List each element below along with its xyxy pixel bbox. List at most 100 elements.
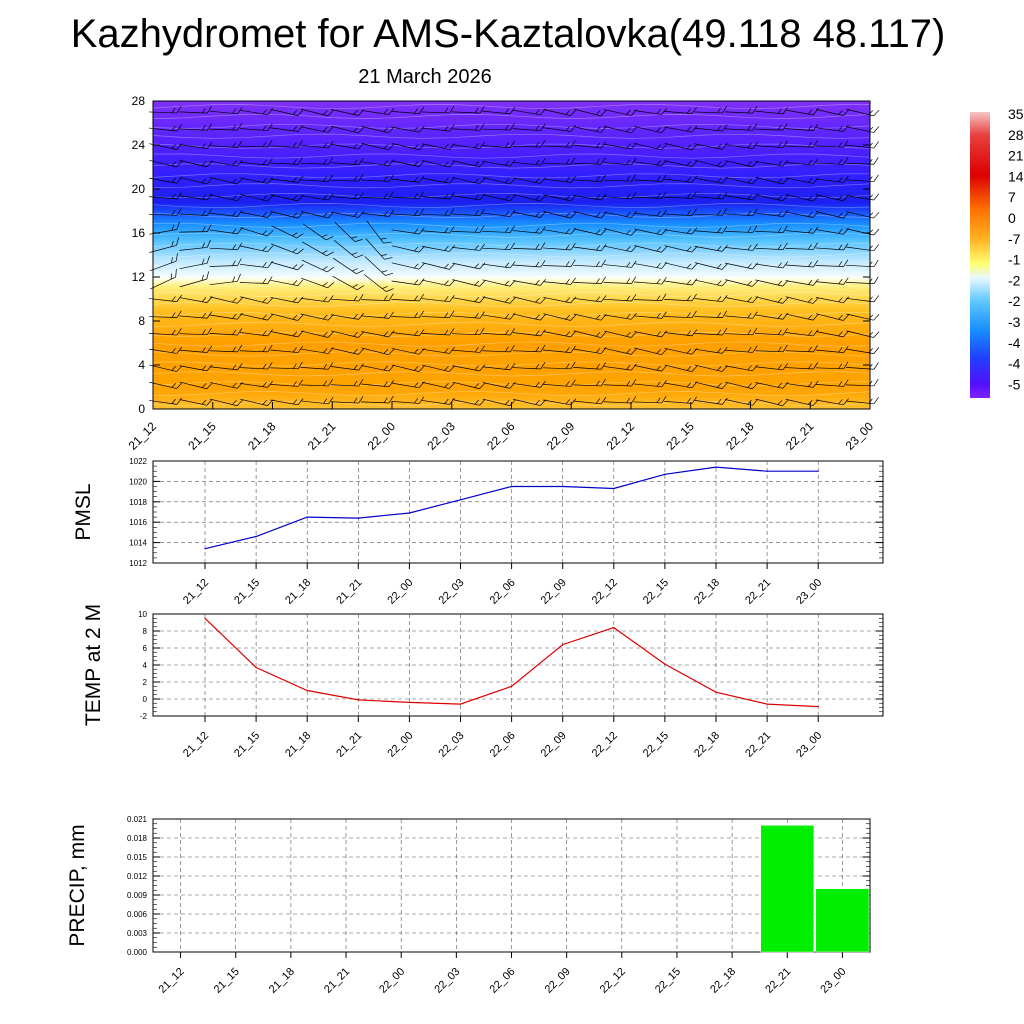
wind-barb bbox=[694, 328, 728, 336]
wind-barb bbox=[815, 175, 849, 183]
wind-barb bbox=[209, 209, 243, 217]
colorbar-label: -3 bbox=[1008, 314, 1021, 330]
wind-barb bbox=[209, 363, 243, 371]
wind-barb bbox=[815, 398, 849, 406]
x-tick-label: 21_15 bbox=[232, 577, 262, 607]
wind-barb bbox=[209, 398, 244, 407]
wind-barb bbox=[542, 140, 576, 148]
wind-barb bbox=[755, 140, 788, 148]
wind-barb bbox=[452, 208, 485, 217]
wind-barb bbox=[452, 311, 485, 319]
wind-barb bbox=[391, 396, 425, 404]
wind-barb bbox=[543, 109, 577, 116]
wind-barb bbox=[633, 311, 667, 319]
cross-section-fill bbox=[153, 101, 870, 409]
wind-barb bbox=[573, 108, 607, 117]
x-tick-label: 22_06 bbox=[488, 730, 518, 760]
wind-barb bbox=[422, 364, 456, 372]
y-tick-label: 1014 bbox=[129, 539, 147, 548]
wind-barb bbox=[451, 106, 485, 114]
colorbar-label: 7 bbox=[1008, 189, 1016, 205]
wind-barb bbox=[694, 208, 728, 216]
wind-barb bbox=[239, 276, 273, 284]
wind-barb bbox=[603, 294, 637, 302]
colorbar-label: -4 bbox=[1008, 335, 1021, 351]
wind-barb bbox=[755, 225, 788, 233]
x-tick-label: 22_12 bbox=[590, 730, 620, 760]
wind-barb bbox=[330, 363, 364, 371]
wind-barb bbox=[482, 382, 516, 389]
wind-barb bbox=[755, 398, 789, 407]
contour-line bbox=[152, 232, 871, 238]
wind-barb bbox=[149, 124, 182, 132]
contour-line bbox=[152, 222, 871, 228]
wind-barb bbox=[451, 327, 485, 336]
wind-barb bbox=[664, 125, 698, 133]
wind-barb bbox=[179, 224, 212, 233]
wind-barb bbox=[664, 208, 697, 216]
x-tick-label: 22_06 bbox=[488, 577, 518, 607]
wind-barb bbox=[482, 363, 516, 371]
wind-barb bbox=[633, 107, 668, 115]
wind-barb bbox=[634, 364, 668, 372]
contour-line bbox=[152, 321, 871, 327]
y-tick-label: 4 bbox=[138, 358, 145, 372]
wind-barb bbox=[694, 106, 728, 114]
y-tick-label: 8 bbox=[143, 627, 148, 636]
wind-barb bbox=[633, 277, 667, 285]
wind-barb bbox=[300, 141, 334, 149]
x-tick-label: 21_15 bbox=[185, 419, 219, 453]
wind-barb bbox=[361, 159, 395, 167]
wind-barb bbox=[302, 241, 334, 257]
x-tick-label: 22_15 bbox=[653, 966, 683, 996]
wind-barb bbox=[603, 363, 637, 371]
colorbar-label: 21 bbox=[1008, 148, 1024, 164]
x-tick-label: 23_00 bbox=[818, 966, 848, 996]
wind-barb bbox=[209, 312, 243, 320]
wind-barb bbox=[634, 126, 668, 134]
wind-barb bbox=[694, 245, 728, 252]
wind-barb bbox=[815, 361, 849, 370]
x-tick-label: 22_09 bbox=[539, 577, 569, 607]
wind-barb bbox=[149, 364, 183, 372]
wind-barb bbox=[724, 141, 758, 149]
wind-barb bbox=[785, 313, 819, 321]
y-tick-label: 28 bbox=[132, 94, 146, 108]
wind-barb bbox=[512, 313, 547, 321]
wind-barb bbox=[543, 330, 577, 338]
wind-barb bbox=[270, 124, 304, 132]
wind-barb bbox=[391, 293, 425, 302]
wind-barb bbox=[332, 257, 364, 275]
wind-barb bbox=[603, 347, 637, 355]
wind-barb bbox=[330, 396, 364, 404]
wind-barb bbox=[209, 177, 244, 185]
wind-barb bbox=[300, 157, 334, 165]
colorbar-label: 14 bbox=[1008, 168, 1024, 184]
wind-barb bbox=[330, 192, 364, 200]
wind-barb bbox=[239, 329, 273, 337]
wind-barb bbox=[694, 143, 728, 150]
wind-barb bbox=[634, 245, 668, 253]
wind-barb bbox=[148, 310, 182, 318]
wind-barb bbox=[633, 191, 667, 199]
contour-line bbox=[152, 341, 871, 347]
x-tick-label: 21_21 bbox=[334, 577, 364, 607]
wind-barb bbox=[755, 328, 788, 336]
wind-barb bbox=[815, 140, 849, 148]
wind-barb bbox=[512, 242, 546, 250]
x-tick-label: 22_06 bbox=[484, 419, 518, 453]
wind-barb bbox=[694, 381, 728, 389]
wind-barb bbox=[482, 194, 516, 202]
wind-barb bbox=[573, 259, 606, 268]
colorbar-label: -4 bbox=[1008, 356, 1021, 372]
wind-barb bbox=[815, 379, 849, 387]
wind-barb bbox=[815, 259, 849, 267]
wind-barb bbox=[270, 379, 303, 387]
y-tick-label: 16 bbox=[132, 226, 146, 240]
wind-barb bbox=[755, 123, 788, 131]
wind-barb bbox=[512, 329, 546, 337]
x-tick-label: 22_21 bbox=[743, 730, 773, 760]
wind-barb bbox=[270, 157, 303, 165]
wind-barb bbox=[361, 191, 394, 199]
wind-barb bbox=[391, 262, 425, 270]
